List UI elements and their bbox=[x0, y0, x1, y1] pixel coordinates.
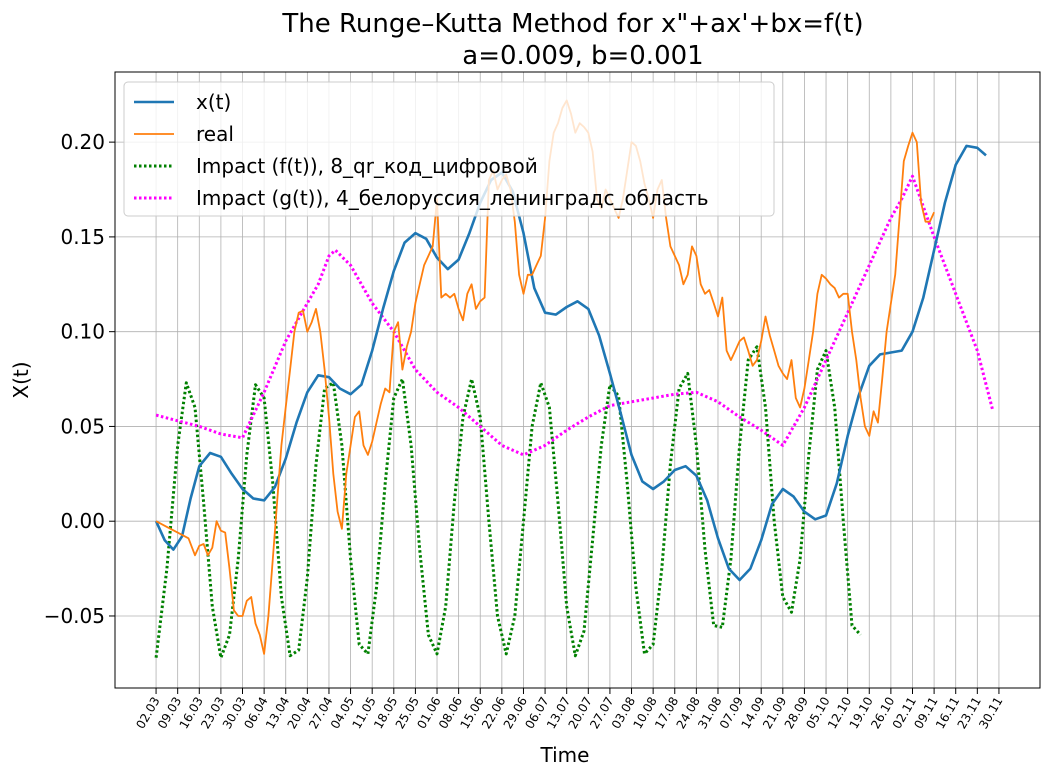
y-axis-ticks: −0.05 0.00 0.05 0.10 0.15 0.20 bbox=[44, 130, 115, 628]
x-axis-ticks: 02.0309.0316.0323.0330.0306.0413.0420.04… bbox=[133, 688, 1006, 731]
legend-label: Impact (g(t)), 4_белоруссия_ленинградс_о… bbox=[196, 186, 709, 210]
chart-subtitle: a=0.009, b=0.001 bbox=[462, 41, 703, 71]
x-axis-label: Time bbox=[540, 743, 590, 767]
y-tick-label: 0.05 bbox=[60, 414, 105, 438]
series-line-0 bbox=[154, 144, 987, 582]
series-line-2 bbox=[154, 345, 862, 660]
legend-label: x(t) bbox=[196, 90, 231, 114]
legend-label: Impact (f(t)), 8_qr_код_цифровой bbox=[196, 154, 538, 178]
legend-box bbox=[123, 81, 775, 217]
y-tick-label: 0.20 bbox=[60, 130, 105, 154]
y-axis-label: X(t) bbox=[9, 361, 33, 398]
y-tick-label: 0.15 bbox=[60, 225, 105, 249]
legend: x(t) real Impact (f(t)), 8_qr_код_цифровой… bbox=[123, 81, 775, 217]
chart-title: The Runge–Kutta Method for x"+ax'+bx=f(t… bbox=[281, 9, 863, 39]
y-tick-label: 0.10 bbox=[60, 320, 105, 344]
plot-frame bbox=[114, 71, 1041, 689]
y-tick-label: 0.00 bbox=[60, 509, 105, 533]
y-tick-label: −0.05 bbox=[44, 604, 105, 628]
series-line-3 bbox=[155, 174, 994, 457]
legend-label: real bbox=[196, 122, 234, 146]
